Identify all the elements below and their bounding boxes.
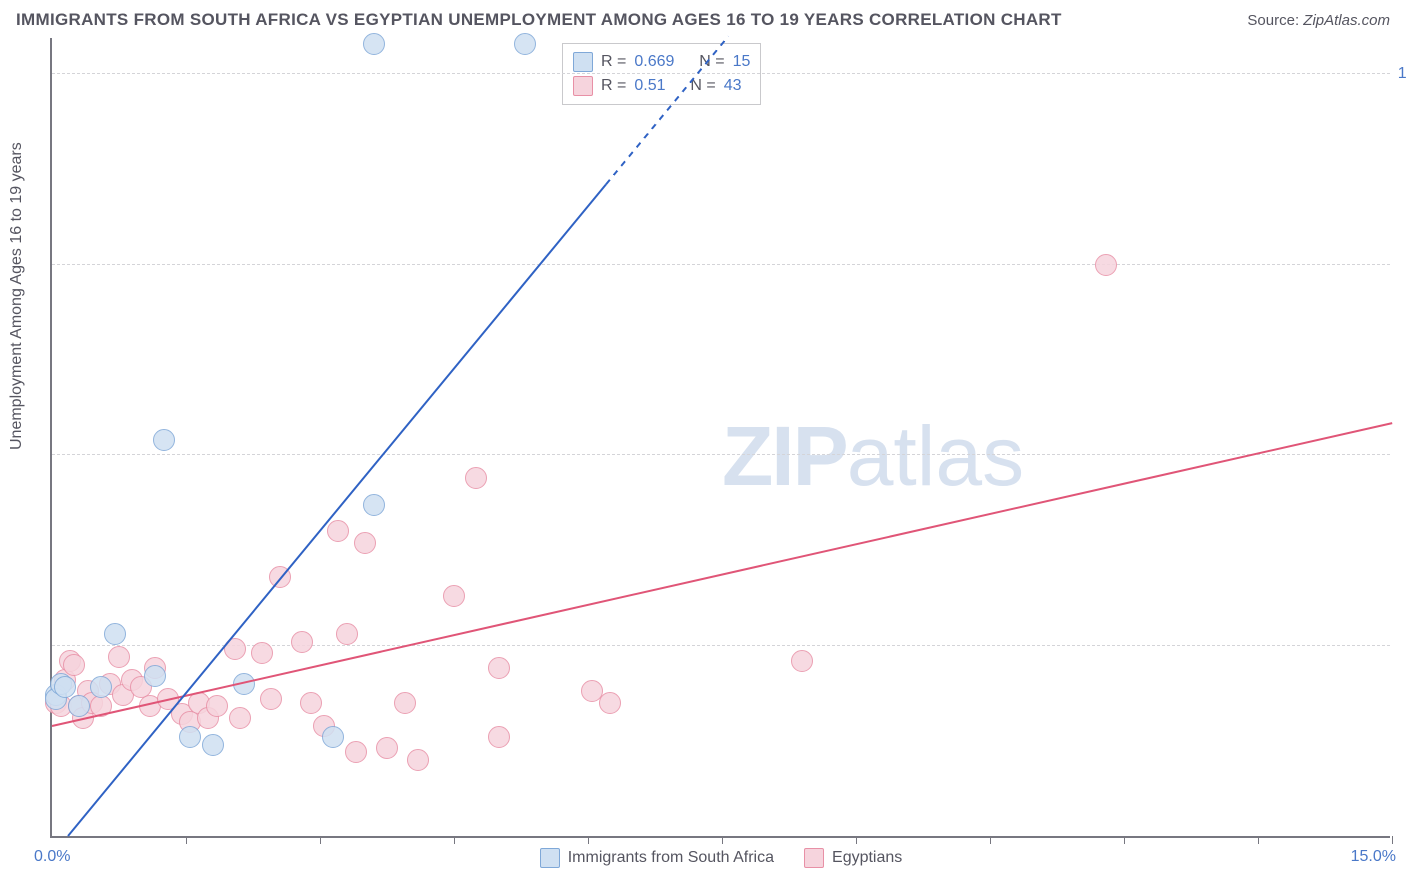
scatter-plot-area: ZIPatlas R = 0.669 N = 15 R = 0.51 N = 4… xyxy=(50,38,1390,838)
source-label: Source: xyxy=(1247,12,1299,29)
data-point-south-africa xyxy=(68,695,90,717)
watermark: ZIPatlas xyxy=(722,408,1024,505)
swatch-south-africa xyxy=(573,52,593,72)
data-point-egyptians xyxy=(260,688,282,710)
data-point-egyptians xyxy=(1095,254,1117,276)
data-point-egyptians xyxy=(206,695,228,717)
x-tick xyxy=(454,836,455,844)
data-point-egyptians xyxy=(376,737,398,759)
n-value-egyptians: 43 xyxy=(724,74,742,98)
data-point-egyptians xyxy=(599,692,621,714)
chart-title: IMMIGRANTS FROM SOUTH AFRICA VS EGYPTIAN… xyxy=(16,10,1062,30)
swatch-egyptians xyxy=(573,76,593,96)
x-tick xyxy=(1258,836,1259,844)
data-point-egyptians xyxy=(327,520,349,542)
data-point-egyptians xyxy=(336,623,358,645)
data-point-egyptians xyxy=(791,650,813,672)
y-tick-label: 25.0% xyxy=(1396,637,1406,655)
data-point-egyptians xyxy=(354,532,376,554)
y-tick-label: 100.0% xyxy=(1396,65,1406,83)
data-point-egyptians xyxy=(345,741,367,763)
x-tick xyxy=(186,836,187,844)
r-label: R = xyxy=(601,74,626,98)
x-tick xyxy=(1392,836,1393,844)
data-point-egyptians xyxy=(251,642,273,664)
r-value-south-africa: 0.669 xyxy=(634,50,674,74)
data-point-south-africa xyxy=(363,494,385,516)
x-tick xyxy=(1124,836,1125,844)
r-label: R = xyxy=(601,50,626,74)
x-tick xyxy=(856,836,857,844)
x-tick xyxy=(320,836,321,844)
data-point-south-africa xyxy=(363,33,385,55)
x-tick xyxy=(588,836,589,844)
y-tick-label: 50.0% xyxy=(1396,446,1406,464)
x-tick xyxy=(990,836,991,844)
data-point-egyptians xyxy=(63,654,85,676)
y-tick-label: 75.0% xyxy=(1396,256,1406,274)
legend-row-south-africa: R = 0.669 N = 15 xyxy=(573,50,750,74)
data-point-south-africa xyxy=(322,726,344,748)
watermark-zip: ZIP xyxy=(722,409,847,503)
data-point-egyptians xyxy=(300,692,322,714)
swatch-south-africa xyxy=(540,848,560,868)
data-point-south-africa xyxy=(514,33,536,55)
source-value: ZipAtlas.com xyxy=(1303,12,1390,29)
trend-line-egyptians xyxy=(52,423,1392,726)
gridline xyxy=(52,73,1390,74)
gridline xyxy=(52,454,1390,455)
data-point-egyptians xyxy=(108,646,130,668)
legend-label-egyptians: Egyptians xyxy=(832,849,902,867)
data-point-egyptians xyxy=(465,467,487,489)
data-point-south-africa xyxy=(202,734,224,756)
watermark-atlas: atlas xyxy=(847,409,1024,503)
data-point-egyptians xyxy=(488,726,510,748)
data-point-egyptians xyxy=(394,692,416,714)
series-legend: Immigrants from South Africa Egyptians xyxy=(52,848,1390,868)
legend-label-south-africa: Immigrants from South Africa xyxy=(568,849,774,867)
data-point-south-africa xyxy=(179,726,201,748)
data-point-south-africa xyxy=(90,676,112,698)
data-point-south-africa xyxy=(104,623,126,645)
x-tick xyxy=(722,836,723,844)
data-point-south-africa xyxy=(153,429,175,451)
data-point-south-africa xyxy=(144,665,166,687)
data-point-egyptians xyxy=(229,707,251,729)
data-point-egyptians xyxy=(443,585,465,607)
gridline xyxy=(52,264,1390,265)
legend-item-south-africa: Immigrants from South Africa xyxy=(540,848,774,868)
data-point-egyptians xyxy=(407,749,429,771)
r-value-egyptians: 0.51 xyxy=(634,74,665,98)
data-point-egyptians xyxy=(488,657,510,679)
data-point-south-africa xyxy=(54,676,76,698)
source-attribution: Source: ZipAtlas.com xyxy=(1247,12,1390,29)
data-point-egyptians xyxy=(291,631,313,653)
legend-row-egyptians: R = 0.51 N = 43 xyxy=(573,74,750,98)
y-axis-title: Unemployment Among Ages 16 to 19 years xyxy=(8,142,26,450)
swatch-egyptians xyxy=(804,848,824,868)
legend-item-egyptians: Egyptians xyxy=(804,848,902,868)
n-value-south-africa: 15 xyxy=(733,50,751,74)
